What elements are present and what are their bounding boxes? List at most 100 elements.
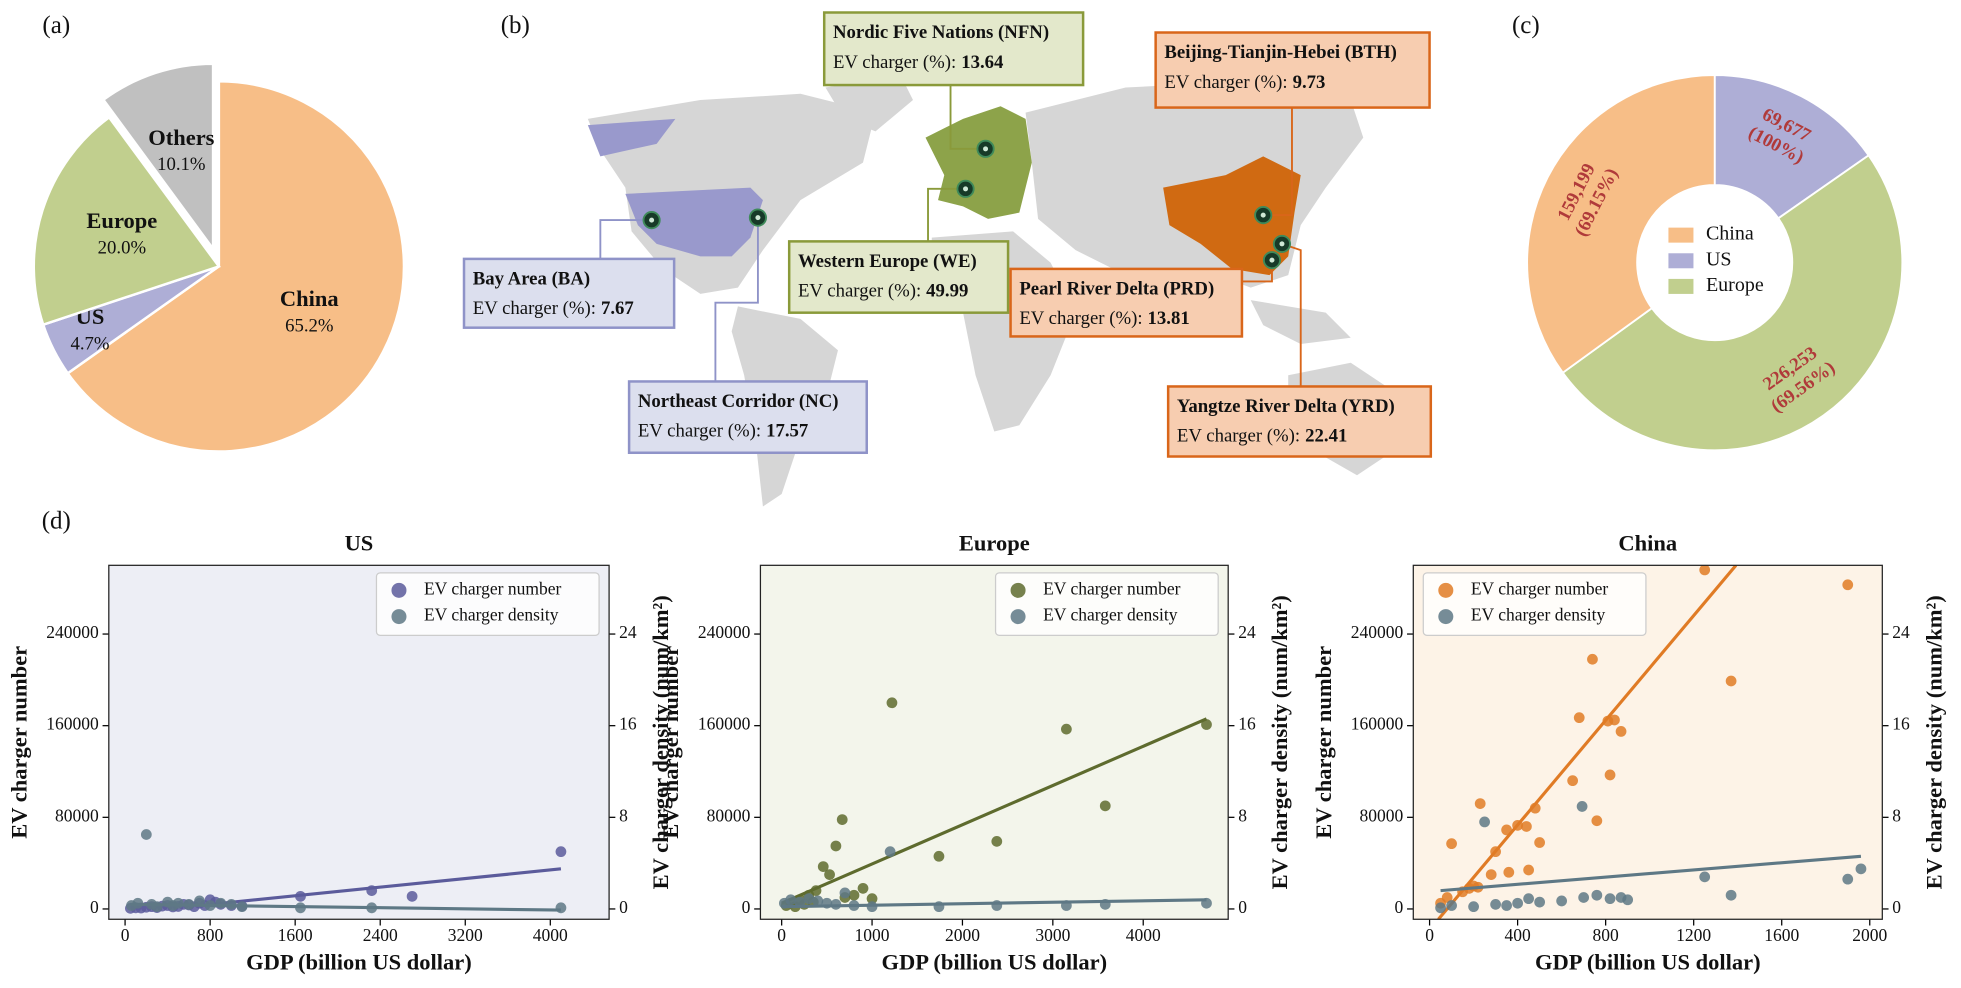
legend-marker — [1438, 609, 1454, 625]
figure-body: (a) China 65.2% US 4.7% Europe 20.0% Others 10.1… — [6, 11, 1946, 974]
scatter-point — [1699, 565, 1711, 576]
fit-line — [209, 867, 562, 906]
scatter-point — [1523, 864, 1534, 876]
land — [825, 75, 914, 132]
x-tick-label: 4000 — [533, 925, 568, 945]
scatter-point — [785, 894, 797, 906]
scatter-point — [1578, 892, 1590, 903]
region-name: Pearl River Delta (PRD) — [1019, 278, 1214, 299]
scatter-point — [1534, 837, 1546, 848]
scatter-point — [812, 895, 824, 907]
pie-label: China — [280, 286, 339, 311]
scatter-point — [172, 897, 184, 909]
x-tick-label: 2000 — [1852, 925, 1887, 945]
x-tick-label: 1600 — [1764, 925, 1799, 945]
y-tick-label: 80000 — [55, 805, 99, 825]
y2-axis-label: EV charger density (num/km²) — [1267, 595, 1292, 889]
scatter-point — [933, 850, 945, 862]
y-axis-label: EV charger number — [1311, 646, 1336, 839]
x-tick-label: 0 — [777, 925, 786, 945]
region-stat-label: EV charger (%): — [473, 298, 596, 319]
legend-marker — [391, 582, 407, 598]
legend-swatch — [1668, 278, 1694, 294]
scatter-point — [1099, 800, 1111, 812]
scatter-point — [1523, 893, 1534, 905]
region-box — [627, 380, 868, 455]
pie-label: Europe — [86, 208, 157, 233]
pie-label: Others — [148, 125, 214, 150]
legend-label: China — [1706, 223, 1754, 245]
y2-tick-label: 16 — [619, 714, 637, 734]
legend-label: EV charger density — [1471, 605, 1606, 625]
pie-slice — [101, 62, 215, 253]
plot-frame — [108, 564, 610, 920]
scatter-point — [848, 889, 860, 901]
legend-label: EV charger number — [424, 578, 562, 598]
legend-label: EV charger number — [1043, 578, 1181, 598]
y-tick-label: 240000 — [46, 622, 99, 642]
legend-label: US — [1706, 248, 1732, 270]
region-stat-value: 17.57 — [766, 421, 808, 442]
scatter-point — [1474, 798, 1486, 809]
scatter-point — [1576, 801, 1588, 812]
y-tick-label: 160000 — [698, 714, 751, 734]
region-stat: EV charger (%): 17.57 — [638, 421, 808, 442]
scatter-point — [1446, 838, 1457, 850]
scatter-point — [1591, 815, 1603, 827]
y-axis-label: EV charger number — [6, 646, 31, 839]
plot-frame — [1412, 564, 1883, 920]
x-tick-label: 4000 — [1126, 925, 1161, 945]
legend-box — [375, 572, 600, 636]
scatter-point — [1615, 892, 1627, 903]
x-tick-label: 1200 — [1676, 925, 1711, 945]
x-tick-label: 400 — [1504, 925, 1530, 945]
y2-tick-label: 16 — [1892, 714, 1910, 734]
y2-axis-label: EV charger density (num/km²) — [648, 595, 673, 889]
x-tick-label: 800 — [1593, 925, 1620, 945]
x-tick-label: 1000 — [855, 925, 890, 945]
pie-value-label: 20.0% — [98, 238, 146, 259]
region-marker-dot — [963, 186, 969, 192]
scatter-point — [1521, 821, 1532, 832]
scatter-point — [857, 882, 869, 894]
legend-marker — [391, 609, 407, 625]
region-marker-dot — [1269, 257, 1275, 263]
scatter-point — [839, 887, 851, 899]
scatter-point — [803, 893, 815, 905]
y-tick-label: 0 — [90, 897, 99, 917]
scatter-point — [1468, 901, 1479, 913]
y-tick-label: 160000 — [1351, 714, 1404, 734]
y-tick-label: 80000 — [1360, 805, 1404, 825]
legend-marker — [1010, 609, 1026, 625]
panel-label: (a) — [42, 12, 70, 39]
region-marker-dot — [1260, 212, 1266, 218]
region-name: Western Europe (WE) — [798, 251, 977, 272]
panel-label: (d) — [42, 508, 71, 535]
y2-tick-label: 24 — [1892, 622, 1910, 642]
region-stat-label: EV charger (%): — [638, 421, 761, 442]
legend-marker — [1438, 582, 1454, 598]
world-map — [587, 75, 1395, 507]
region-stat: EV charger (%): 22.41 — [1177, 426, 1347, 447]
scatter-point — [1604, 893, 1616, 905]
donut-slice — [1713, 74, 1870, 220]
scatter-point — [1591, 889, 1603, 901]
scatter-point — [194, 895, 205, 907]
scatter-point — [886, 697, 898, 709]
fit-line — [781, 898, 1207, 909]
fit-line — [1440, 854, 1862, 893]
scatter-point — [884, 846, 896, 858]
region-box — [1166, 385, 1433, 458]
leader-line — [714, 217, 759, 382]
x-axis-label: GDP (billion US dollar) — [881, 949, 1107, 974]
region-stat-value: 7.67 — [601, 298, 634, 319]
scatter-point — [1725, 675, 1737, 687]
scatter-point — [836, 814, 848, 825]
region-stat: EV charger (%): 7.67 — [473, 298, 634, 319]
x-tick-label: 2000 — [945, 925, 980, 945]
y-tick-label: 80000 — [707, 805, 751, 825]
legend-box — [1422, 572, 1647, 636]
scatter-point — [1490, 898, 1501, 910]
fit-line — [130, 902, 561, 912]
region-name: Northeast Corridor (NC) — [638, 391, 839, 412]
